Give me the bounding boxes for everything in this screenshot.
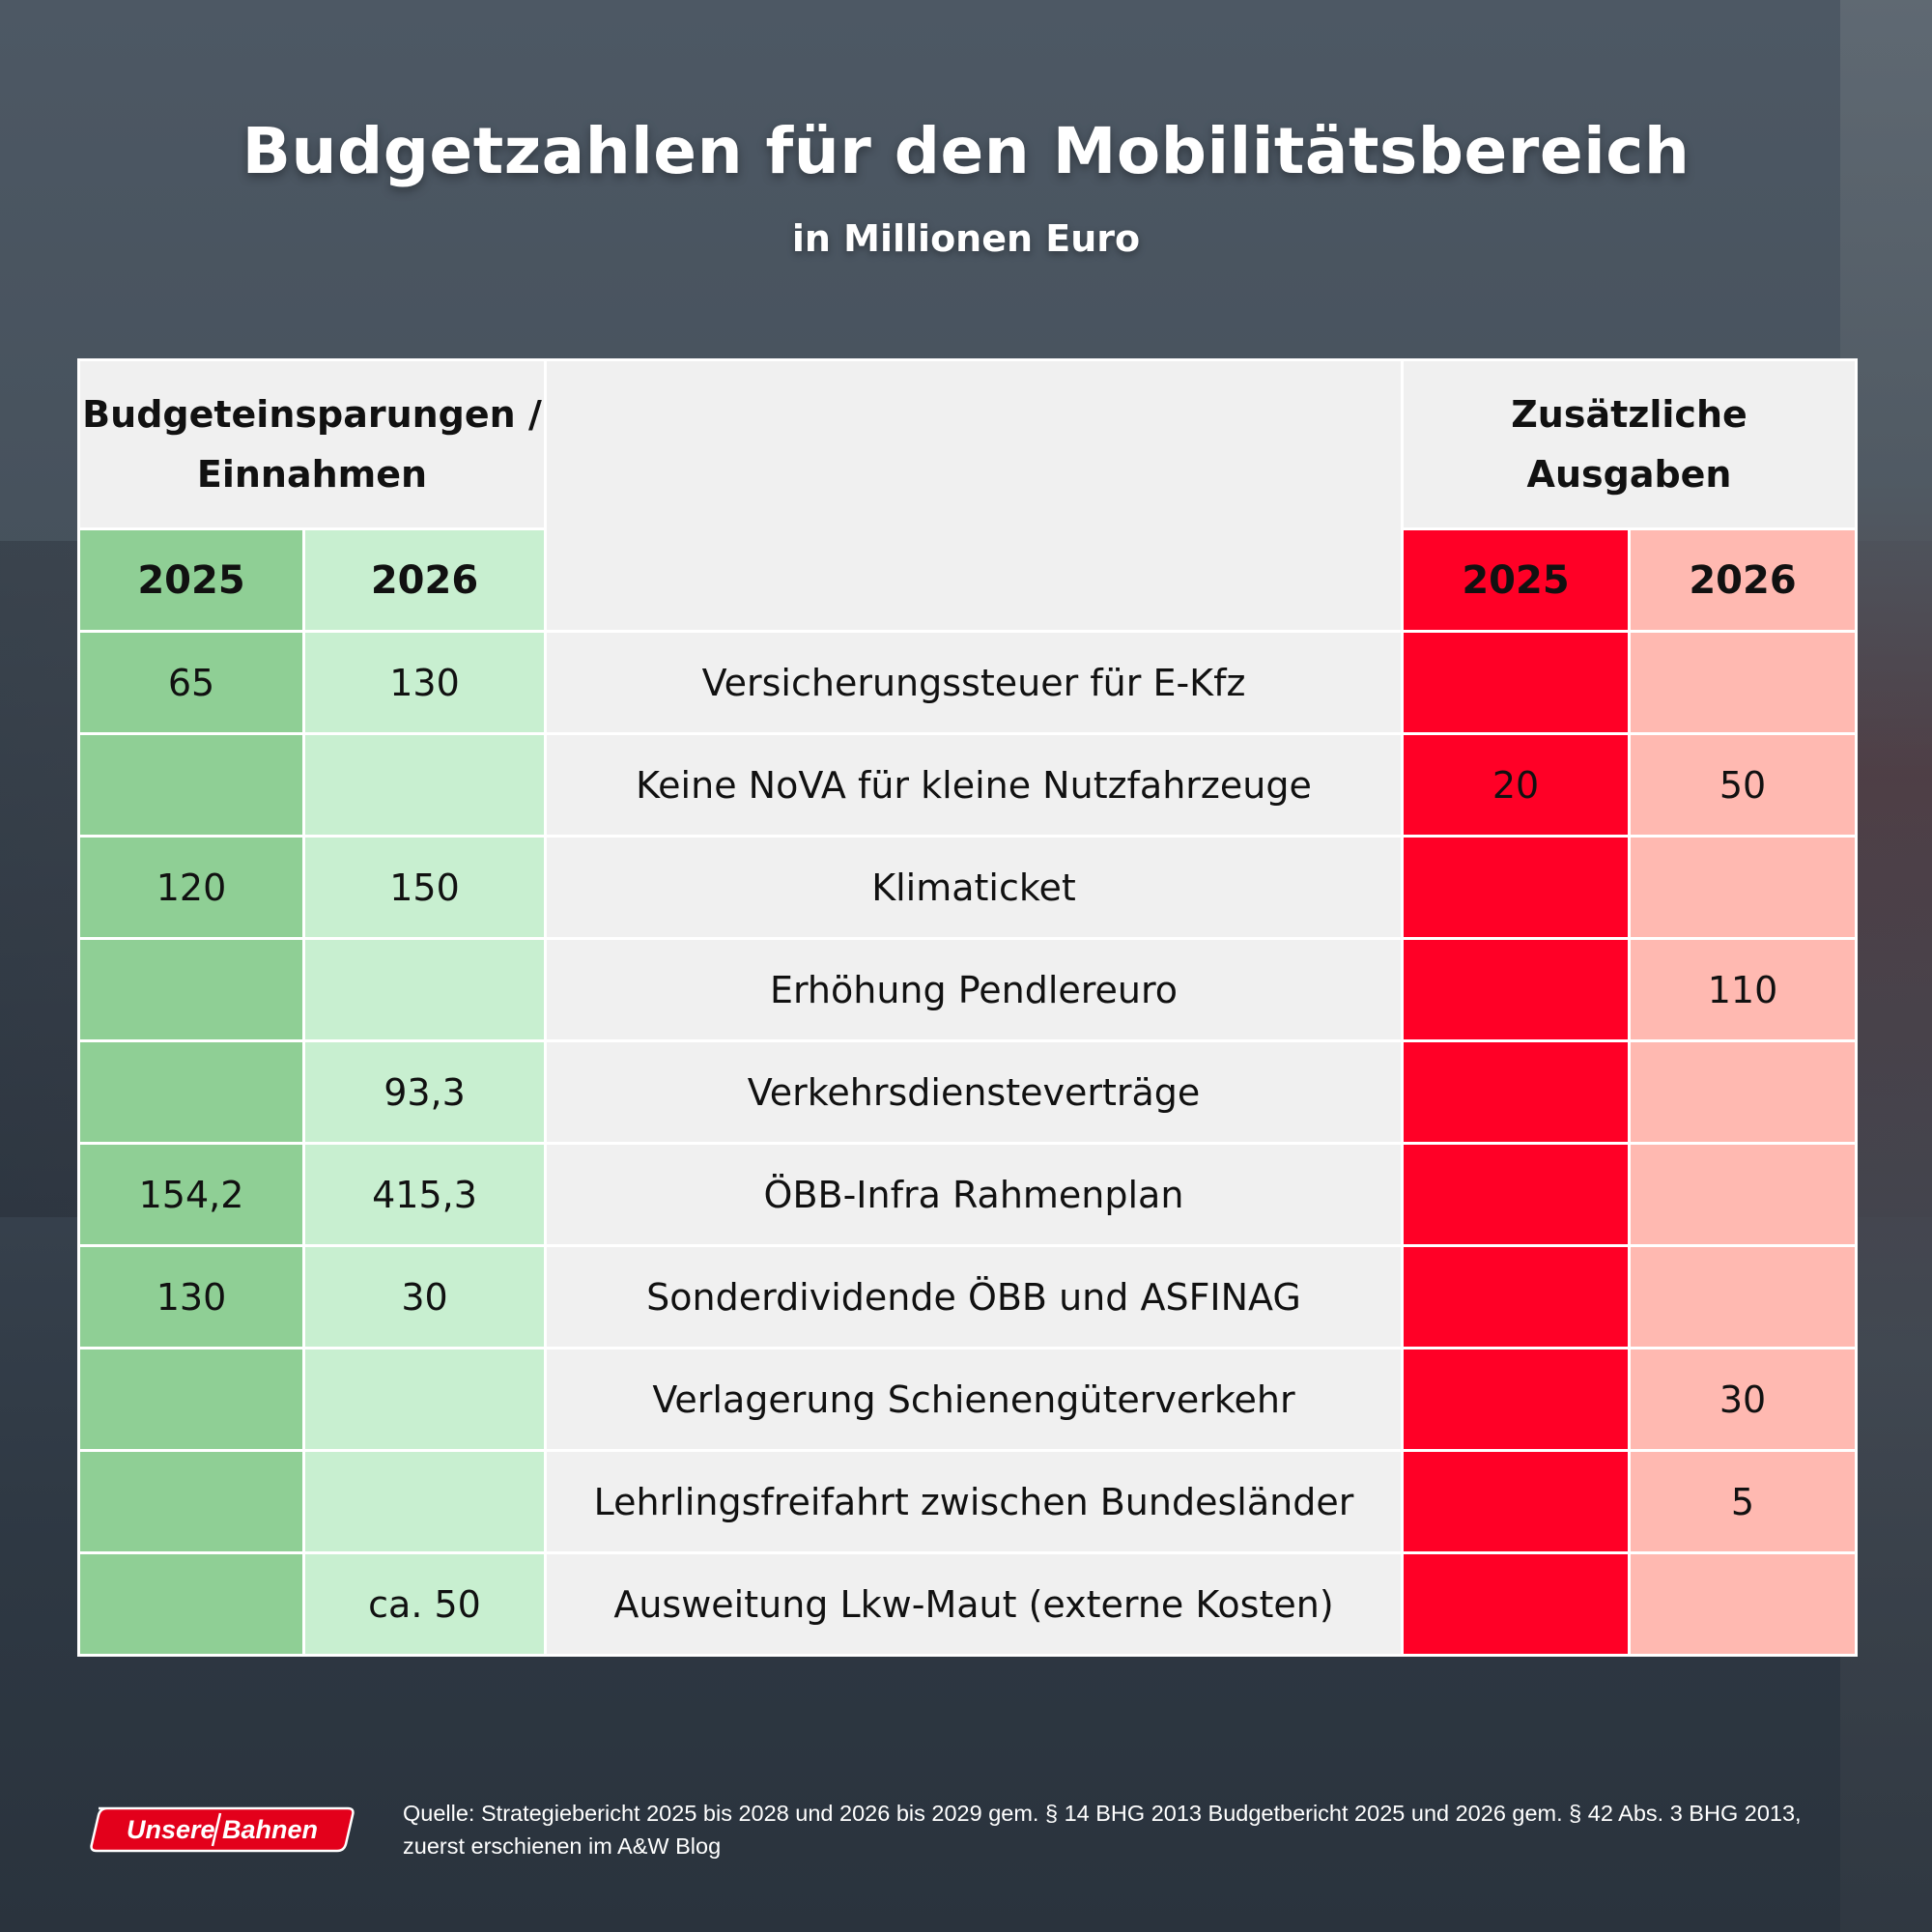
savings-2026-cell (302, 1449, 547, 1554)
spending-2025-cell (1401, 937, 1631, 1042)
spending-2025-cell: 20 (1401, 732, 1631, 838)
spending-2025-cell (1401, 835, 1631, 940)
table-row: Keine NoVA für kleine Nutzfahrzeuge 20 50 (77, 732, 1859, 838)
row-label: Sonderdividende ÖBB und ASFINAG (544, 1244, 1404, 1350)
spending-2026-cell (1627, 630, 1859, 735)
unsere-bahnen-logo: Unsere Bahnen (90, 1806, 355, 1853)
savings-2025-cell (77, 1449, 305, 1554)
spending-2025-cell (1401, 1347, 1631, 1452)
source-line-1: Quelle: Strategiebericht 2025 bis 2028 u… (403, 1801, 1802, 1826)
spending-2025-cell (1401, 1449, 1631, 1554)
spending-2026-cell (1627, 1142, 1859, 1247)
savings-2025-cell: 130 (77, 1244, 305, 1350)
savings-2025-cell: 65 (77, 630, 305, 735)
savings-group-header: Budgeteinsparungen / Einnahmen (77, 358, 547, 530)
table-row: ca. 50 Ausweitung Lkw-Maut (externe Koste… (77, 1551, 1859, 1657)
row-label: Lehrlingsfreifahrt zwischen Bundesländer (544, 1449, 1404, 1554)
savings-2026-cell: 150 (302, 835, 547, 940)
savings-2025-cell (77, 937, 305, 1042)
spending-group-header: Zusätzliche Ausgaben (1400, 358, 1859, 530)
row-label: Klimaticket (544, 835, 1404, 940)
label-column-header (544, 358, 1404, 633)
spending-2026-cell: 110 (1627, 937, 1859, 1042)
table-row: 65 130 Versicherungssteuer für E-Kfz (77, 630, 1859, 735)
spending-2025-cell (1401, 1039, 1631, 1145)
spending-2025-cell (1401, 1142, 1631, 1247)
row-label: Verlagerung Schienengüterverkehr (544, 1347, 1404, 1452)
page-subtitle: in Millionen Euro (791, 217, 1141, 260)
savings-2026-cell (302, 937, 547, 1042)
savings-2025-cell (77, 732, 305, 838)
table-row: 130 30 Sonderdividende ÖBB und ASFINAG (77, 1244, 1859, 1350)
page-title: Budgetzahlen für den Mobilitätsbereich (242, 114, 1690, 188)
savings-2025-cell: 154,2 (77, 1142, 305, 1247)
savings-2026-cell: 415,3 (302, 1142, 547, 1247)
spending-2026-cell: 5 (1627, 1449, 1859, 1554)
savings-2025-cell: 120 (77, 835, 305, 940)
table-row: 120 150 Klimaticket (77, 835, 1859, 940)
spending-year-2026: 2026 (1627, 527, 1859, 633)
table-row: Lehrlingsfreifahrt zwischen Bundesländer… (77, 1449, 1859, 1554)
savings-year-2025: 2025 (77, 527, 305, 633)
budget-table: Budgeteinsparungen / Einnahmen Zusätzlic… (77, 358, 1859, 1657)
row-label: Versicherungssteuer für E-Kfz (544, 630, 1404, 735)
row-label: ÖBB-Infra Rahmenplan (544, 1142, 1404, 1247)
source-line-2: zuerst erschienen im A&W Blog (403, 1833, 722, 1859)
savings-2026-cell: ca. 50 (302, 1551, 547, 1657)
spending-2025-cell (1401, 1244, 1631, 1350)
savings-year-2026: 2026 (302, 527, 547, 633)
savings-2025-cell (77, 1347, 305, 1452)
spending-2026-cell (1627, 1551, 1859, 1657)
source-note: Quelle: Strategiebericht 2025 bis 2028 u… (403, 1797, 1895, 1862)
savings-2026-cell (302, 732, 547, 838)
spending-year-2025: 2025 (1401, 527, 1631, 633)
savings-2025-cell (77, 1551, 305, 1657)
spending-2025-cell (1401, 1551, 1631, 1657)
savings-2026-cell: 93,3 (302, 1039, 547, 1145)
row-label: Keine NoVA für kleine Nutzfahrzeuge (544, 732, 1404, 838)
spending-2026-cell (1627, 1244, 1859, 1350)
table-row: 93,3 Verkehrsdiensteverträge (77, 1039, 1859, 1145)
row-label: Erhöhung Pendlereuro (544, 937, 1404, 1042)
spending-2025-cell (1401, 630, 1631, 735)
spending-2026-cell: 50 (1627, 732, 1859, 838)
spending-2026-cell: 30 (1627, 1347, 1859, 1452)
table-row: Erhöhung Pendlereuro 110 (77, 937, 1859, 1042)
savings-2026-cell: 30 (302, 1244, 547, 1350)
logo-text: Unsere Bahnen (127, 1815, 318, 1844)
savings-2025-cell (77, 1039, 305, 1145)
row-label: Ausweitung Lkw-Maut (externe Kosten) (544, 1551, 1404, 1657)
spending-2026-cell (1627, 835, 1859, 940)
table-row: Verlagerung Schienengüterverkehr 30 (77, 1347, 1859, 1452)
savings-2026-cell: 130 (302, 630, 547, 735)
table-row: 154,2 415,3 ÖBB-Infra Rahmenplan (77, 1142, 1859, 1247)
row-label: Verkehrsdiensteverträge (544, 1039, 1404, 1145)
spending-2026-cell (1627, 1039, 1859, 1145)
savings-2026-cell (302, 1347, 547, 1452)
